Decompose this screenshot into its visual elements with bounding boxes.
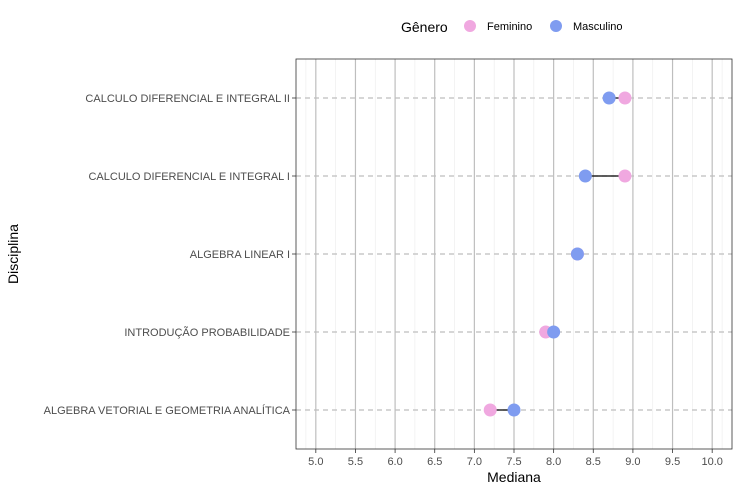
x-tick-label: 7.0 [467,456,482,468]
legend-title: Gênero [401,19,448,35]
point-masculino [578,169,592,183]
point-masculino [507,403,521,417]
x-tick-label: 6.0 [387,456,402,468]
x-tick-label: 5.5 [348,456,363,468]
y-axis-title: Disciplina [5,224,21,284]
legend-label-feminino: Feminino [487,21,532,33]
x-tick-label: 10.0 [701,456,722,468]
y-tick-label: CALCULO DIFERENCIAL E INTEGRAL II [85,93,290,105]
x-tick-label: 5.0 [308,456,323,468]
x-tick-label: 8.0 [546,456,561,468]
x-tick-label: 7.5 [506,456,521,468]
y-tick-label: CALCULO DIFERENCIAL E INTEGRAL I [88,171,290,183]
point-masculino [570,247,584,261]
x-tick-label: 9.0 [625,456,640,468]
legend: Gênero Feminino Masculino [401,19,623,35]
legend-swatch-feminino [464,20,476,32]
x-tick-label: 8.5 [586,456,601,468]
point-feminino [483,403,497,417]
x-tick-label: 9.5 [665,456,680,468]
x-axis-title: Mediana [487,469,541,485]
x-tick-label: 6.5 [427,456,442,468]
legend-label-masculino: Masculino [573,21,623,33]
y-tick-label: ALGEBRA LINEAR I [190,249,290,261]
point-masculino [547,325,561,339]
y-tick-label: INTRODUÇÃO PROBABILIDADE [124,326,290,339]
y-tick-label: ALGEBRA VETORIAL E GEOMETRIA ANALÍTICA [44,404,291,417]
point-masculino [602,91,616,105]
legend-swatch-masculino [550,20,562,32]
plot-area: 5.0 5.5 6.0 6.5 7.0 7.5 8.0 8.5 9.0 9.5 10.0 CALCUL… [44,58,733,468]
point-feminino [618,91,632,105]
point-feminino [618,169,632,183]
